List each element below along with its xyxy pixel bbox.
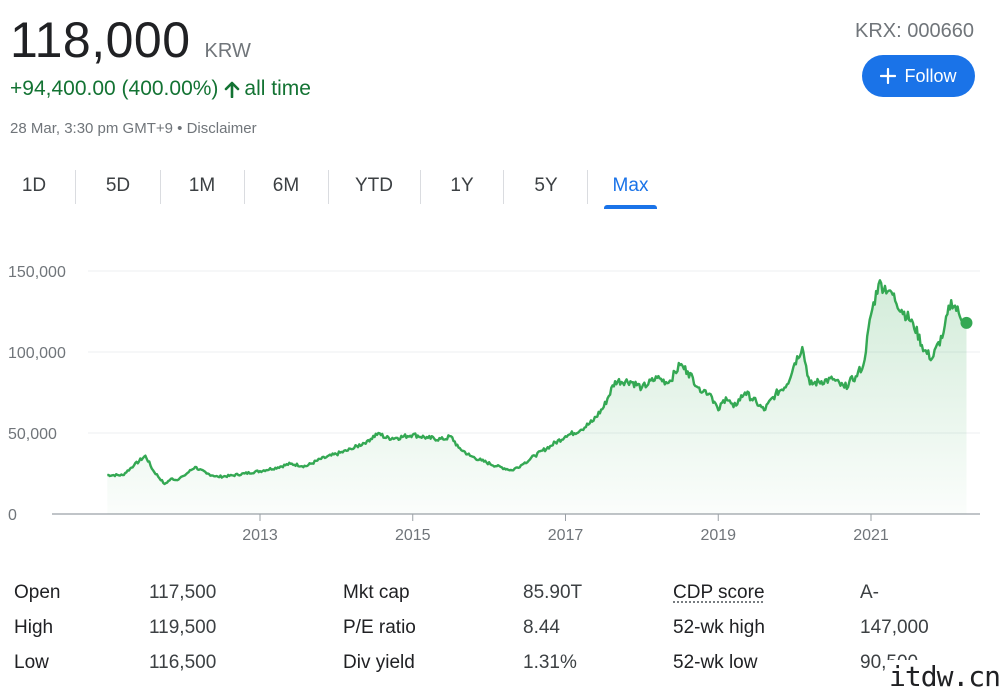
tab-label: 6M bbox=[273, 175, 299, 197]
x-axis: 2013 2015 2017 2019 2021 bbox=[242, 514, 889, 544]
tab-1m[interactable]: 1M bbox=[176, 165, 228, 207]
tab-divider bbox=[244, 170, 245, 204]
stat-label-52wk-low: 52-wk low bbox=[673, 652, 757, 674]
arrow-up-icon bbox=[224, 80, 240, 98]
tab-divider bbox=[587, 170, 588, 204]
tab-label: Max bbox=[613, 175, 649, 197]
active-tab-indicator bbox=[604, 205, 657, 209]
tab-max[interactable]: Max bbox=[604, 165, 657, 207]
tab-5d[interactable]: 5D bbox=[92, 165, 144, 207]
stat-label-open: Open bbox=[14, 582, 60, 604]
y-tick-label: 50,000 bbox=[8, 426, 57, 443]
stat-value-high: 119,500 bbox=[149, 617, 216, 639]
stat-value-low: 116,500 bbox=[149, 652, 216, 674]
range-tabs: 1D 5D 1M 6M YTD 1Y 5Y Max bbox=[0, 165, 680, 209]
tab-label: YTD bbox=[355, 175, 393, 197]
stat-label-mkt-cap: Mkt cap bbox=[343, 582, 410, 604]
price-area-fill bbox=[107, 280, 966, 514]
stat-value-52wk-high: 147,000 bbox=[860, 617, 929, 639]
x-tick-label: 2015 bbox=[395, 527, 431, 544]
price-chart[interactable]: 150,000100,00050,0000 2013 2015 2017 2019 20… bbox=[0, 250, 1000, 550]
watermark: itdw.cn bbox=[885, 660, 1000, 693]
tab-divider bbox=[328, 170, 329, 204]
stat-value-open: 117,500 bbox=[149, 582, 216, 604]
tab-divider bbox=[503, 170, 504, 204]
ticker-symbol: KRX: 000660 bbox=[855, 20, 974, 43]
current-price: 118,000 bbox=[10, 12, 191, 68]
tab-1y[interactable]: 1Y bbox=[436, 165, 488, 207]
price-change: +94,400.00 (400.00%) all time bbox=[10, 77, 311, 101]
timestamp-disclaimer: 28 Mar, 3:30 pm GMT+9 • Disclaimer bbox=[10, 120, 257, 137]
tab-1d[interactable]: 1D bbox=[8, 165, 60, 207]
stat-label-pe-ratio: P/E ratio bbox=[343, 617, 416, 639]
x-tick-label: 2021 bbox=[853, 527, 889, 544]
tab-divider bbox=[75, 170, 76, 204]
stat-value-pe-ratio: 8.44 bbox=[523, 617, 560, 639]
stat-value-mkt-cap: 85.90T bbox=[523, 582, 582, 604]
y-tick-label: 0 bbox=[8, 507, 17, 524]
stat-label-low: Low bbox=[14, 652, 49, 674]
y-tick-label: 100,000 bbox=[8, 345, 66, 362]
x-tick-label: 2013 bbox=[242, 527, 278, 544]
change-value: +94,400.00 (400.00%) bbox=[10, 77, 218, 101]
stat-value-cdp-score: A- bbox=[860, 582, 879, 604]
tab-5y[interactable]: 5Y bbox=[520, 165, 572, 207]
stat-label-high: High bbox=[14, 617, 53, 639]
change-period: all time bbox=[244, 77, 311, 101]
follow-button[interactable]: Follow bbox=[862, 55, 975, 97]
x-tick-label: 2017 bbox=[548, 527, 584, 544]
stat-label-cdp-score[interactable]: CDP score bbox=[673, 582, 765, 604]
price-header: 118,000 KRW bbox=[10, 12, 251, 68]
tab-label: 1M bbox=[189, 175, 215, 197]
follow-button-label: Follow bbox=[904, 66, 956, 87]
x-tick-label: 2019 bbox=[700, 527, 736, 544]
plus-icon bbox=[880, 68, 896, 84]
stat-label-52wk-high: 52-wk high bbox=[673, 617, 765, 639]
tab-label: 1Y bbox=[450, 175, 473, 197]
current-price-dot bbox=[960, 317, 972, 329]
stats-table: Open 117,500 High 119,500 Low 116,500 Mk… bbox=[0, 575, 1000, 685]
tab-6m[interactable]: 6M bbox=[260, 165, 312, 207]
tab-label: 1D bbox=[22, 175, 46, 197]
stat-label-div-yield: Div yield bbox=[343, 652, 415, 674]
stat-value-div-yield: 1.31% bbox=[523, 652, 577, 674]
tab-divider bbox=[420, 170, 421, 204]
currency-code: KRW bbox=[205, 40, 251, 63]
tab-ytd[interactable]: YTD bbox=[344, 165, 404, 207]
tab-divider bbox=[160, 170, 161, 204]
y-tick-label: 150,000 bbox=[8, 264, 66, 281]
tab-label: 5Y bbox=[534, 175, 557, 197]
y-axis: 150,000 100,000 50,000 0 bbox=[8, 264, 66, 524]
tab-label: 5D bbox=[106, 175, 130, 197]
